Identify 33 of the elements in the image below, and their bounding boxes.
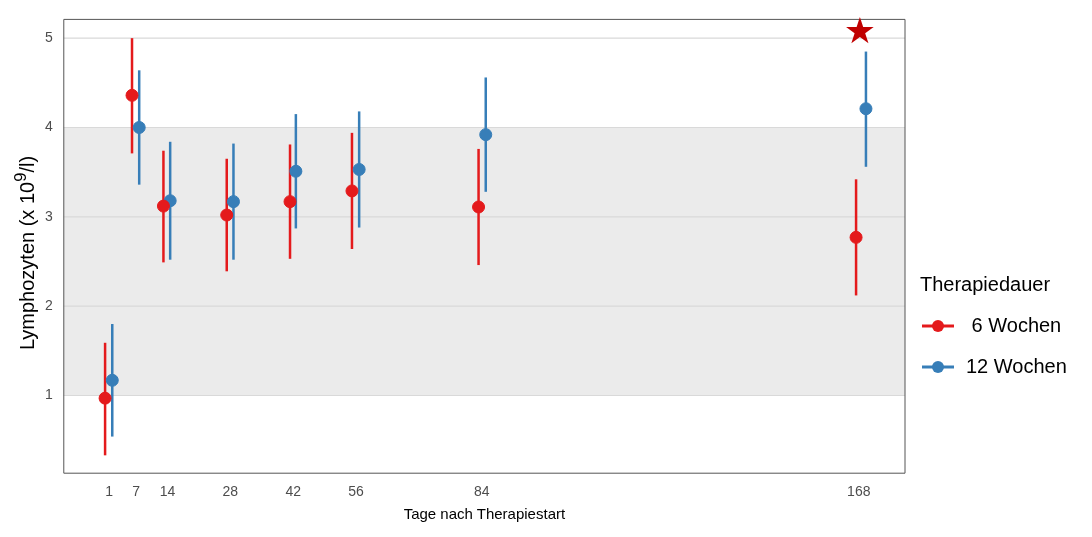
point (156, 199, 170, 213)
y-tick-label: 2 (44, 297, 53, 314)
point (849, 230, 863, 244)
x-tick-label: 1 (105, 483, 114, 500)
point (125, 88, 139, 102)
x-tick-label: 42 (285, 483, 302, 500)
x-tick-label: 14 (159, 483, 176, 500)
point (345, 184, 359, 198)
y-tick-label: 1 (44, 386, 53, 403)
y-tick-label: 3 (44, 207, 53, 224)
point (352, 162, 366, 176)
point (859, 102, 873, 116)
point (98, 391, 112, 405)
legend-label: 12 Wochen (966, 355, 1067, 378)
x-tick-label: 168 (847, 483, 871, 500)
point (289, 164, 303, 178)
x-tick-label: 84 (473, 483, 490, 500)
annotation: ★ (843, 9, 877, 51)
point (220, 208, 234, 222)
point (283, 195, 297, 209)
x-axis-title: Tage nach Therapiestart (403, 505, 566, 523)
legend-label: 6 Wochen (970, 314, 1062, 337)
point (472, 200, 486, 214)
x-tick-label: 7 (132, 483, 141, 500)
point (226, 195, 240, 209)
x-tick-label: 28 (222, 483, 239, 500)
y-tick-label: 4 (44, 118, 53, 135)
point (479, 128, 493, 142)
y-tick-label: 5 (44, 29, 53, 46)
x-tick-label: 56 (348, 483, 365, 500)
point (132, 120, 146, 134)
legend-title: Therapiedauer (920, 273, 1052, 296)
point (105, 373, 119, 387)
